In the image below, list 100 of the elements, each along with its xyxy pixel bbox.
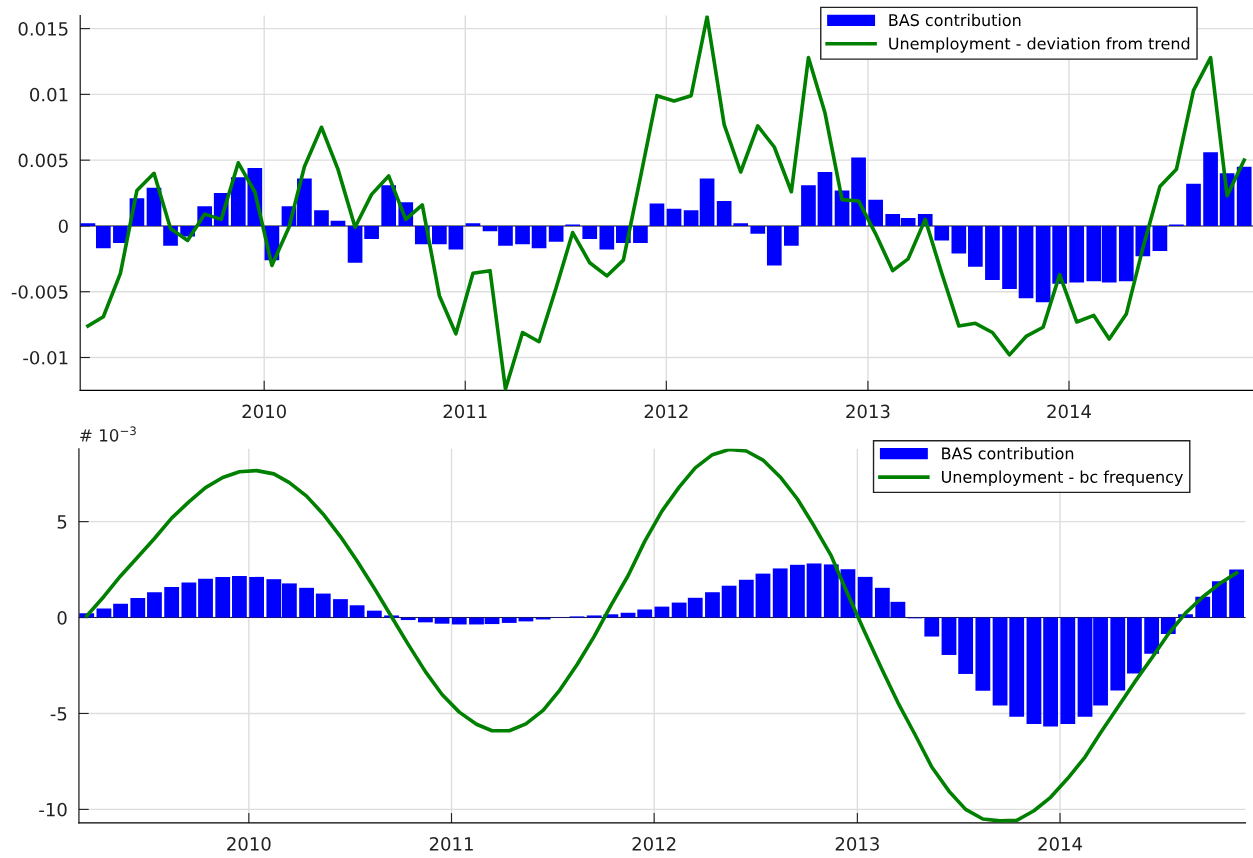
bar xyxy=(349,605,365,618)
bar xyxy=(750,225,766,234)
bar xyxy=(181,582,197,618)
y-tick-label: 0 xyxy=(57,611,67,625)
bar xyxy=(448,225,464,250)
x-tick-label: 2013 xyxy=(835,837,879,851)
y-tick-label: -10 xyxy=(39,802,67,817)
legend-label: Unemployment - bc frequency xyxy=(942,470,1183,486)
bar xyxy=(806,563,822,618)
bar xyxy=(1152,225,1168,251)
y-tick-label: 0.005 xyxy=(18,153,68,168)
bar xyxy=(1018,225,1034,299)
bar xyxy=(1002,225,1017,290)
legend-label: Unemployment - deviation from trend xyxy=(889,37,1190,53)
bar xyxy=(1229,569,1244,618)
x-tick-label: 2012 xyxy=(644,404,688,419)
bar xyxy=(232,575,247,618)
bar xyxy=(1026,617,1042,725)
bar xyxy=(1060,617,1076,725)
bar xyxy=(314,210,329,226)
bar xyxy=(1110,617,1126,691)
bar xyxy=(1186,183,1201,226)
bar xyxy=(1069,225,1085,283)
bar xyxy=(772,568,788,618)
bar xyxy=(1035,225,1051,303)
bar xyxy=(1009,617,1025,717)
legend-label: BAS contribution xyxy=(889,13,1021,27)
bar xyxy=(857,576,873,618)
bar xyxy=(582,225,598,240)
bar xyxy=(738,579,754,618)
x-tick-label: 2014 xyxy=(1038,837,1082,851)
bar xyxy=(968,225,983,267)
x-tick-label: 2013 xyxy=(846,404,890,419)
bar xyxy=(958,617,974,674)
bar xyxy=(868,199,883,226)
bar xyxy=(1052,225,1067,284)
line-series xyxy=(84,448,1239,823)
bar xyxy=(666,208,682,226)
bar xyxy=(364,225,379,240)
bar xyxy=(95,225,111,249)
bar xyxy=(249,576,265,618)
bar xyxy=(315,593,331,618)
y-tick-label: 0 xyxy=(58,219,68,234)
bar xyxy=(347,225,363,263)
bar xyxy=(721,585,737,618)
bar xyxy=(1236,166,1252,226)
x-tick-label: 2011 xyxy=(429,837,473,851)
bar xyxy=(823,564,839,618)
bar xyxy=(975,617,991,691)
bar xyxy=(164,587,180,618)
bar xyxy=(586,615,602,618)
bar xyxy=(784,225,799,246)
bar xyxy=(96,608,112,618)
bar xyxy=(330,220,346,226)
bar xyxy=(465,223,481,226)
bar xyxy=(299,587,314,618)
bar xyxy=(934,225,950,241)
bar xyxy=(1211,581,1227,618)
bar xyxy=(801,185,816,226)
bar xyxy=(705,592,720,618)
x-tick-label: 2011 xyxy=(443,404,487,419)
bar xyxy=(531,225,547,249)
bar xyxy=(432,225,447,245)
line-series xyxy=(86,15,1246,391)
bar xyxy=(951,225,967,254)
y-tick-label: -5 xyxy=(50,707,67,721)
legend-label: BAS contribution xyxy=(942,447,1074,460)
bar xyxy=(620,612,636,618)
bar xyxy=(198,578,213,618)
bar xyxy=(790,564,805,618)
bar xyxy=(147,592,162,618)
bar xyxy=(817,172,833,226)
bar xyxy=(599,225,615,250)
bar xyxy=(699,178,715,226)
y-tick-label: 0.015 xyxy=(18,22,68,36)
y-tick-label: -0.005 xyxy=(11,285,68,299)
bar xyxy=(333,599,348,618)
bar xyxy=(366,610,382,618)
bar xyxy=(113,603,128,618)
y-tick-label: 0.01 xyxy=(30,87,68,102)
bar xyxy=(654,606,670,618)
bar xyxy=(924,617,940,637)
bar xyxy=(381,185,397,226)
y-tick-label: -0.01 xyxy=(23,350,68,365)
x-tick-label: 2012 xyxy=(632,837,676,851)
bar xyxy=(637,609,653,618)
bar xyxy=(755,573,771,618)
bar xyxy=(633,225,648,244)
bar xyxy=(992,617,1008,706)
bar xyxy=(1203,152,1218,226)
bar xyxy=(851,157,866,226)
bar xyxy=(1043,617,1058,727)
bar xyxy=(215,576,231,618)
bar xyxy=(649,203,665,226)
bar xyxy=(941,617,957,655)
y-tick-label: 5 xyxy=(57,515,67,529)
bar xyxy=(515,225,530,245)
bar xyxy=(1127,617,1142,674)
bar xyxy=(1144,617,1160,654)
text: # 10$^{−3}$ xyxy=(80,426,136,442)
